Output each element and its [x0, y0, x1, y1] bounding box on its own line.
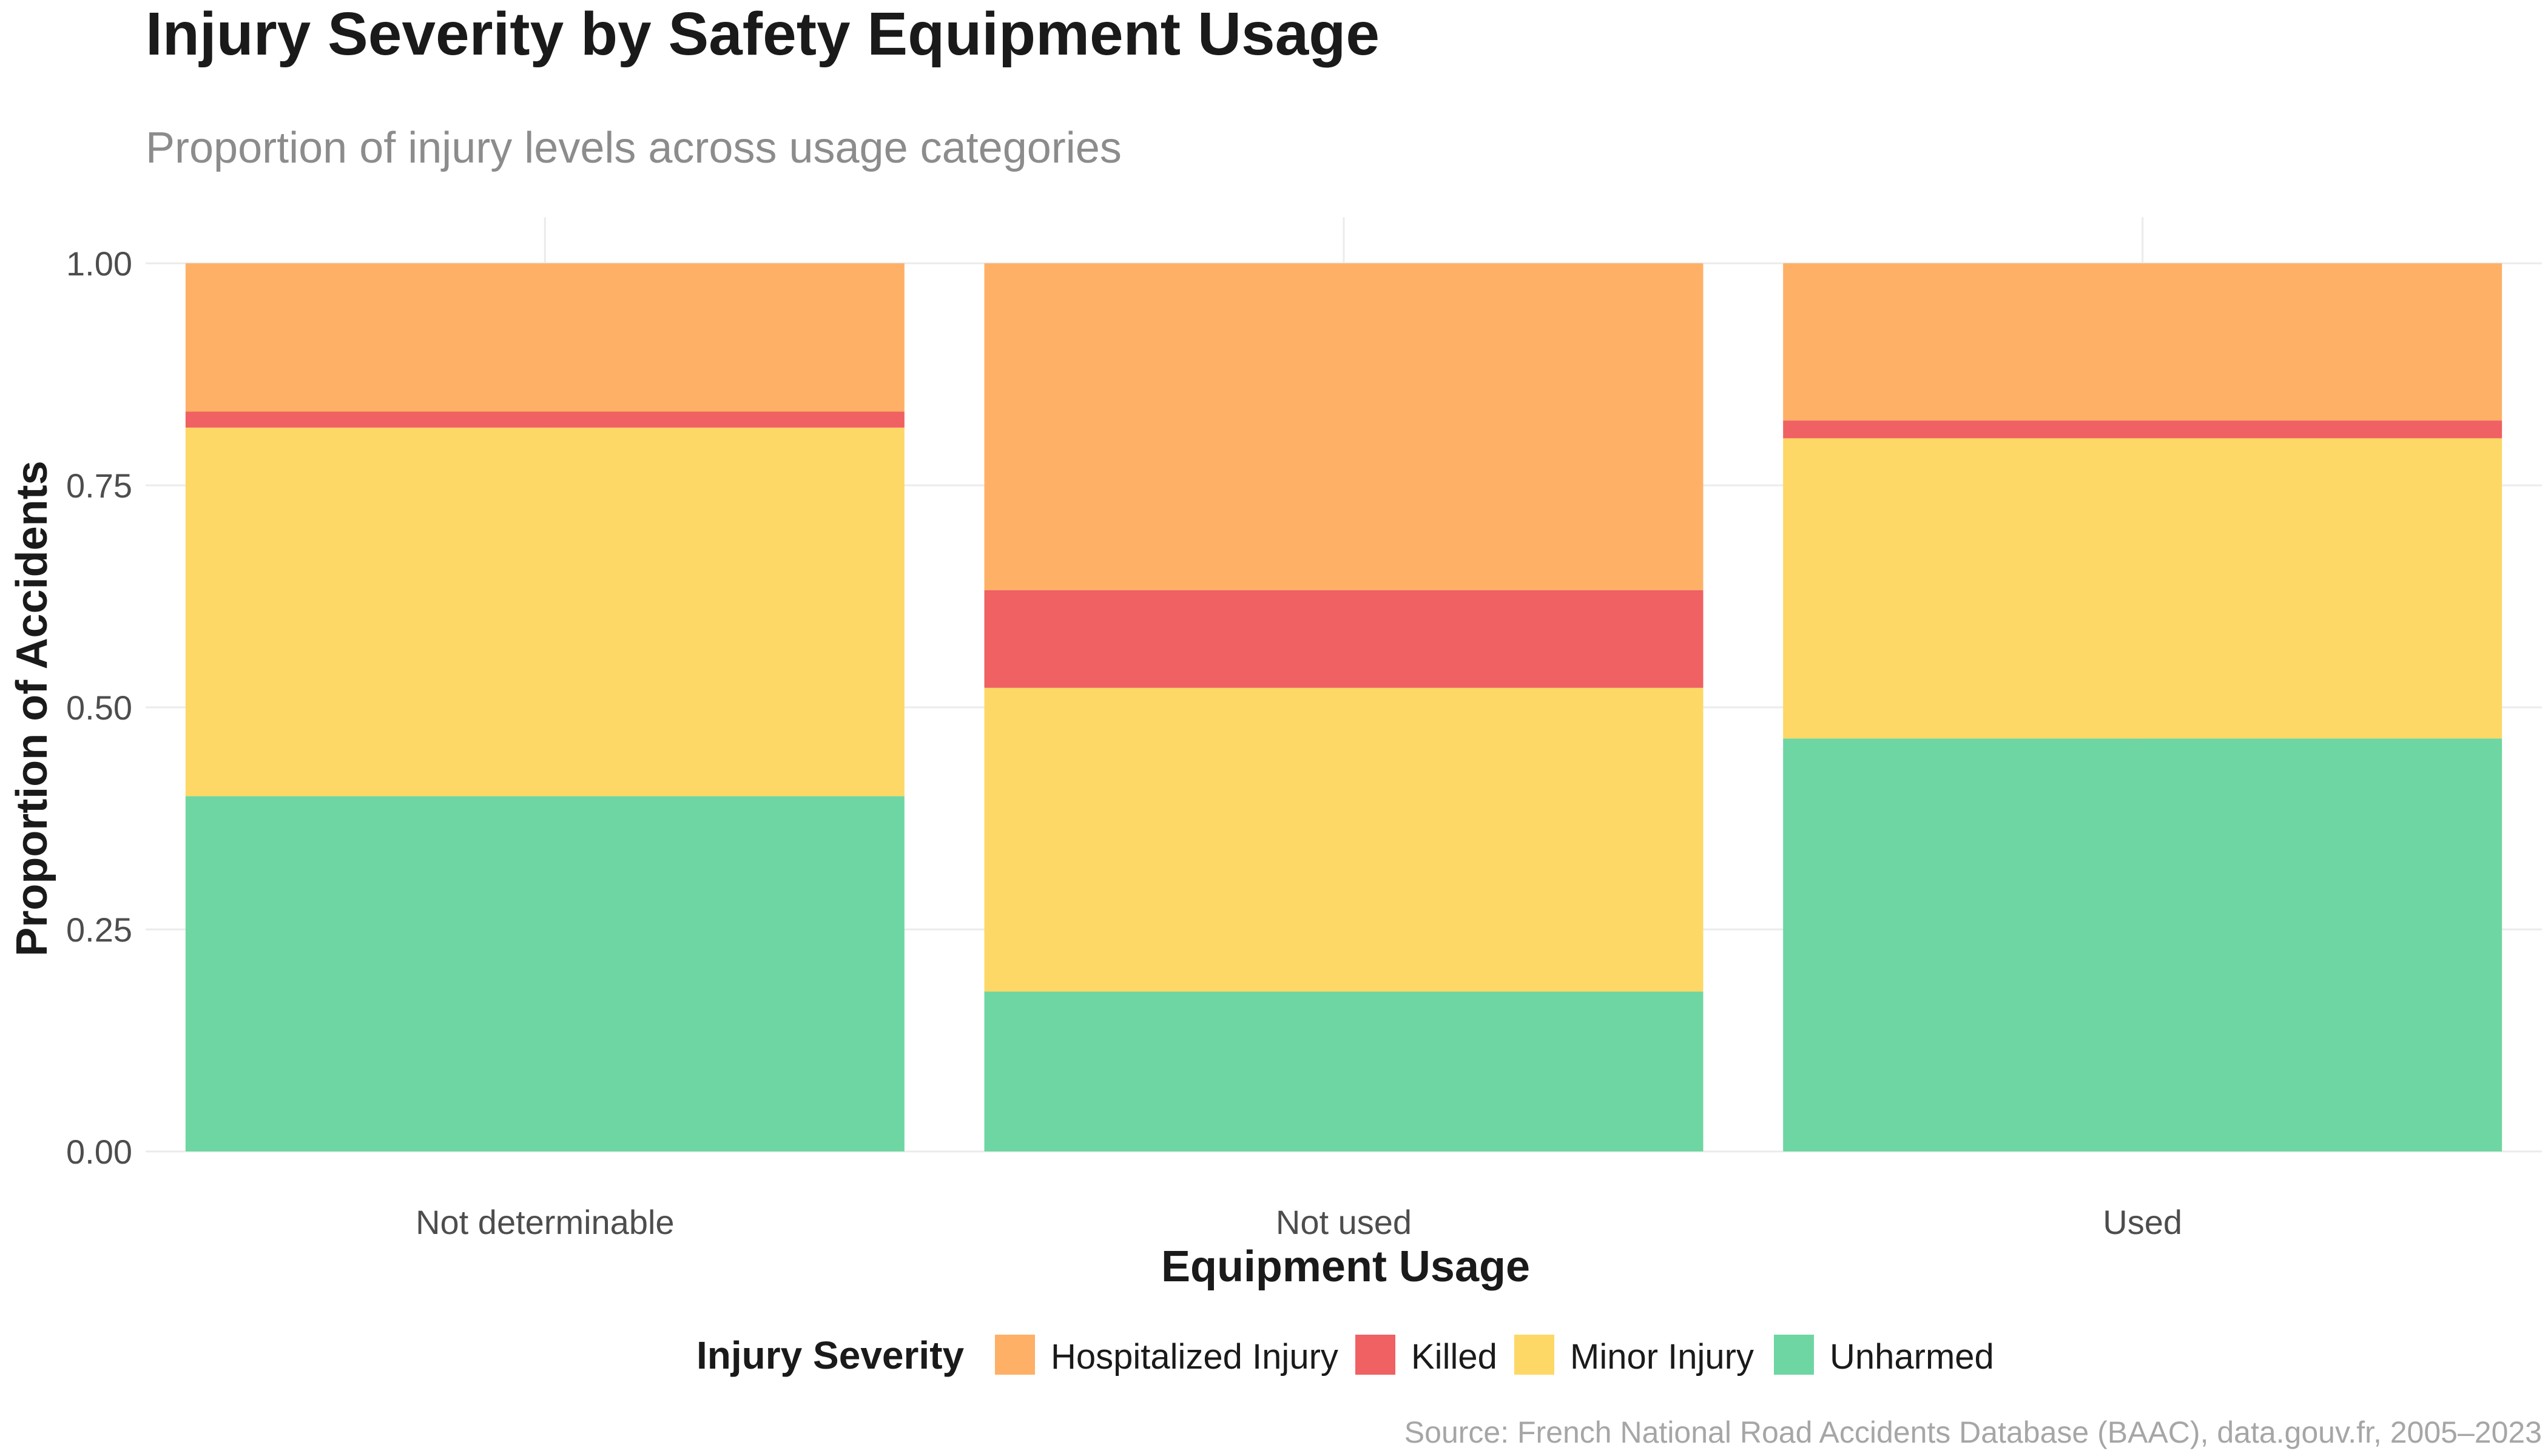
bar-used-hospitalized-injury — [1783, 263, 2502, 421]
legend-key-killed — [1355, 1335, 1395, 1375]
legend-key-unharmed — [1774, 1335, 1814, 1375]
legend-label: Minor Injury — [1570, 1337, 1754, 1377]
y-tick-label: 0.75 — [66, 467, 132, 505]
legend-key-minor-injury — [1514, 1335, 1554, 1375]
bar-not-determinable-killed — [185, 411, 905, 428]
x-tick-label: Not determinable — [416, 1203, 674, 1241]
bar-used-minor-injury — [1783, 438, 2502, 739]
bar-not-determinable-unharmed — [185, 796, 905, 1151]
legend-title: Injury Severity — [696, 1333, 965, 1377]
y-tick-label: 0.00 — [66, 1133, 132, 1171]
legend-key-hospitalized-injury — [995, 1335, 1035, 1375]
chart-subtitle: Proportion of injury levels across usage… — [146, 124, 1122, 172]
x-axis-title: Equipment Usage — [1161, 1242, 1530, 1291]
bar-used-unharmed — [1783, 738, 2502, 1151]
bar-not-used-minor-injury — [984, 687, 1704, 992]
legend: Injury Severity Hospitalized Injury Killed… — [696, 1333, 1994, 1377]
bar-not-determinable-minor-injury — [185, 427, 905, 797]
x-tick-label: Not used — [1276, 1203, 1412, 1241]
bar-not-determinable-hospitalized-injury — [185, 263, 905, 412]
legend-label: Unharmed — [1830, 1337, 1994, 1377]
y-tick-label: 0.50 — [66, 689, 132, 727]
y-axis-title: Proportion of Accidents — [8, 460, 56, 956]
y-tick-labels: 0.00 0.25 0.50 0.75 1.00 — [66, 244, 132, 1171]
y-tick-label: 1.00 — [66, 244, 132, 283]
chart-title: Injury Severity by Safety Equipment Usag… — [146, 0, 1380, 68]
x-tick-label: Used — [2103, 1203, 2182, 1241]
chart-caption: Source: French National Road Accidents D… — [1404, 1415, 2542, 1449]
bar-not-used-hospitalized-injury — [984, 263, 1704, 590]
bar-not-used-unharmed — [984, 991, 1704, 1151]
bar-marks — [185, 263, 2502, 1151]
x-tick-labels: Not determinable Not used Used — [416, 1203, 2182, 1241]
bar-used-killed — [1783, 420, 2502, 439]
legend-label: Hospitalized Injury — [1051, 1337, 1338, 1377]
bar-not-used-killed — [984, 590, 1704, 688]
y-tick-label: 0.25 — [66, 911, 132, 949]
legend-label: Killed — [1411, 1337, 1497, 1377]
